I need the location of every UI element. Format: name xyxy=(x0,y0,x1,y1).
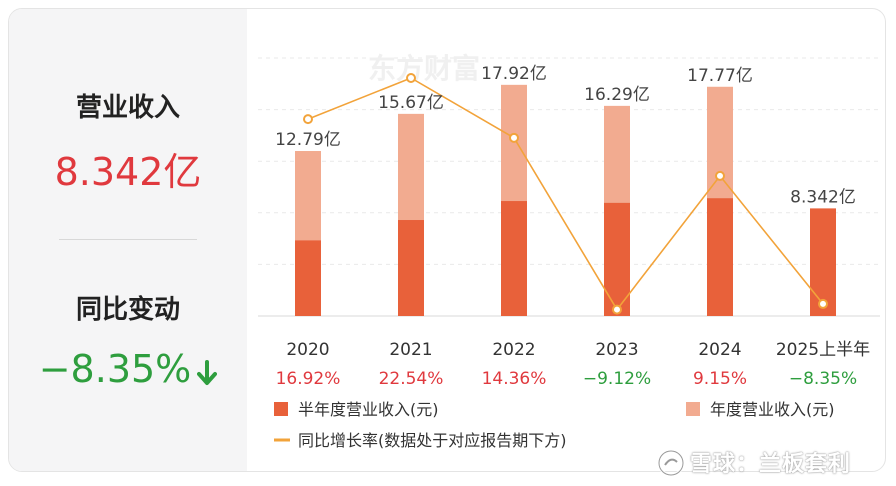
growth-rate-label: −9.12% xyxy=(583,369,651,389)
revenue-label: 营业收入 xyxy=(75,93,180,123)
x-tick-label: 2022 xyxy=(492,340,535,360)
x-tick-label: 2025上半年 xyxy=(776,340,870,360)
growth-rate-label: 22.54% xyxy=(379,369,444,389)
growth-rate-label: 14.36% xyxy=(482,369,547,389)
watermark-bottom-text: 雪球：兰板套利 xyxy=(690,452,852,477)
x-tick-label: 2020 xyxy=(286,340,329,360)
bar-value-label: 16.29亿 xyxy=(584,85,650,105)
growth-rate-point xyxy=(509,132,519,143)
growth-rate-label: −8.35% xyxy=(789,369,857,389)
growth-rate-label: 9.15% xyxy=(693,369,747,389)
bar-value-label: 17.92亿 xyxy=(481,64,547,84)
growth-rate-point xyxy=(303,114,313,125)
growth-rate-point xyxy=(818,298,828,309)
growth-rate-line xyxy=(307,77,824,311)
kpi-divider xyxy=(59,239,197,240)
x-tick-label: 2023 xyxy=(595,340,638,360)
legend-growth-label: 同比增长率(数据处于对应报告期下方) xyxy=(298,431,567,450)
bar-value-label: 8.342亿 xyxy=(790,187,856,207)
growth-rate-label: 16.92% xyxy=(276,369,341,389)
snowball-logo-icon xyxy=(657,449,685,477)
growth-rate-point xyxy=(612,304,622,315)
half-year-revenue-bar xyxy=(810,208,836,316)
legend-annual-swatch xyxy=(686,402,700,416)
legend-half-year-swatch xyxy=(274,402,288,416)
legend-half-year-label: 半年度营业收入(元) xyxy=(298,400,439,419)
change-label: 同比变动 xyxy=(75,295,180,325)
kpi-panel: 营业收入 8.342亿 同比变动 −8.35% xyxy=(9,9,247,471)
down-arrow-icon xyxy=(197,360,218,385)
growth-rate-point xyxy=(406,72,416,83)
bar-value-label: 17.77亿 xyxy=(687,66,753,86)
half-year-revenue-bar xyxy=(707,198,733,316)
change-row: −8.35% xyxy=(9,347,247,391)
half-year-revenue-bar xyxy=(501,201,527,316)
x-tick-label: 2024 xyxy=(698,340,741,360)
chart-card: 营业收入 8.342亿 同比变动 −8.35% xyxy=(8,8,886,472)
change-value: −8.35% xyxy=(38,347,192,391)
half-year-revenue-bar xyxy=(295,240,321,316)
x-tick-label: 2021 xyxy=(389,340,432,360)
bar-value-label: 12.79亿 xyxy=(275,130,341,150)
revenue-value: 8.342亿 xyxy=(54,150,202,194)
watermark-top-text: 东方财富 xyxy=(368,52,480,84)
legend-annual-label: 年度营业收入(元) xyxy=(710,400,835,419)
bar-value-label: 15.67亿 xyxy=(378,93,444,113)
half-year-revenue-bar xyxy=(398,220,424,316)
growth-rate-point xyxy=(715,170,725,181)
